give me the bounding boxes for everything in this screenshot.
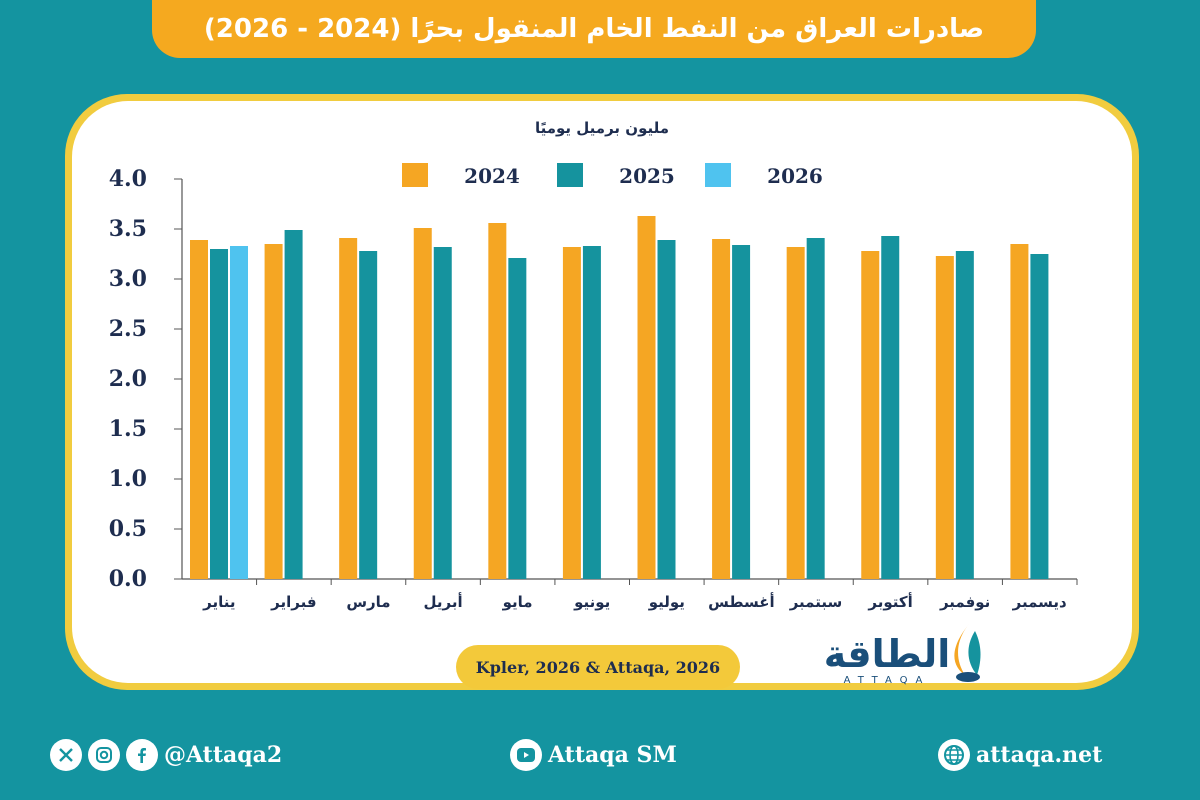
title-banner: صادرات العراق من النفط الخام المنقول بحر… bbox=[152, 0, 1036, 58]
bar-2024-11 bbox=[1010, 244, 1029, 579]
x-tick-label: سبتمبر bbox=[789, 593, 843, 611]
x-tick-label: أبريل bbox=[423, 592, 462, 611]
bar-2025-2 bbox=[359, 251, 378, 579]
website-label: attaqa.net bbox=[976, 742, 1103, 768]
y-tick-label: 0.0 bbox=[109, 566, 147, 592]
bar-2024-3 bbox=[413, 228, 432, 579]
y-tick-label: 1.5 bbox=[109, 416, 147, 442]
legend-swatch-2026 bbox=[705, 163, 731, 187]
bar-2024-9 bbox=[861, 251, 880, 579]
x-tick-label: مايو bbox=[502, 593, 533, 611]
bar-2024-7 bbox=[712, 239, 731, 579]
legend-label-2026: 2026 bbox=[767, 164, 823, 188]
x-tick-label: يوليو bbox=[648, 593, 685, 611]
x-tick-label: يناير bbox=[202, 593, 235, 611]
youtube-label: Attaqa SM bbox=[548, 742, 677, 768]
bar-2025-3 bbox=[433, 247, 452, 579]
website-link[interactable]: attaqa.net bbox=[938, 735, 1102, 775]
brand-arabic: الطاقة bbox=[824, 632, 951, 676]
chart-title: صادرات العراق من النفط الخام المنقول بحر… bbox=[203, 14, 985, 44]
chart-card: مليون برميل يوميًا 2024 2025 2026 0.0 0.5 1.0 1… bbox=[65, 94, 1139, 690]
bar-2025-11 bbox=[1030, 254, 1049, 579]
y-tick-label: 2.5 bbox=[109, 316, 147, 342]
bar-2024-0 bbox=[190, 240, 208, 579]
bar-2024-6 bbox=[637, 216, 656, 579]
globe-icon bbox=[938, 739, 970, 771]
bar-2025-4 bbox=[508, 258, 527, 579]
youtube-icon bbox=[510, 739, 542, 771]
legend-label-2025: 2025 bbox=[619, 164, 675, 188]
x-tick-label: مارس bbox=[346, 593, 390, 611]
x-tick-label: أكتوبر bbox=[867, 592, 912, 611]
social-links: @Attaqa2 bbox=[50, 735, 282, 775]
bar-2025-6 bbox=[657, 240, 676, 579]
bar-2024-5 bbox=[562, 247, 581, 579]
source-label: Kpler, 2026 & Attaqa, 2026 bbox=[456, 645, 740, 689]
x-icon[interactable] bbox=[50, 739, 82, 771]
bar-2025-8 bbox=[806, 238, 825, 579]
legend-swatch-2024 bbox=[402, 163, 428, 187]
bar-2025-1 bbox=[284, 230, 303, 579]
legend-swatch-2025 bbox=[557, 163, 583, 187]
x-tick-label: أغسطس bbox=[708, 592, 774, 611]
legend-label-2024: 2024 bbox=[464, 164, 520, 188]
youtube-link[interactable]: Attaqa SM bbox=[510, 735, 677, 775]
x-tick-label: يونيو bbox=[573, 593, 610, 611]
y-tick-label: 4.0 bbox=[109, 166, 147, 192]
facebook-icon[interactable] bbox=[126, 739, 158, 771]
bar-2025-5 bbox=[582, 246, 601, 579]
instagram-icon[interactable] bbox=[88, 739, 120, 771]
bar-2025-9 bbox=[881, 236, 900, 579]
y-tick-label: 3.0 bbox=[109, 266, 147, 292]
y-tick-label: 0.5 bbox=[109, 516, 147, 542]
bar-2024-1 bbox=[264, 244, 283, 579]
social-handle[interactable]: @Attaqa2 bbox=[164, 742, 283, 768]
attaqa-logo: الطاقة ATTAQA bbox=[824, 623, 981, 686]
bar-2025-10 bbox=[955, 251, 974, 579]
x-tick-label: ديسمبر bbox=[1012, 593, 1067, 611]
y-unit-label: مليون برميل يوميًا bbox=[535, 119, 669, 137]
bar-2026-0 bbox=[230, 246, 248, 579]
chart-card-inner: مليون برميل يوميًا 2024 2025 2026 0.0 0.5 1.0 1… bbox=[72, 101, 1132, 683]
bar-2024-10 bbox=[935, 256, 954, 579]
bar-2024-8 bbox=[786, 247, 805, 579]
y-tick-label: 1.0 bbox=[109, 466, 147, 492]
x-tick-label: فبراير bbox=[270, 593, 316, 611]
x-tick-label: نوفمبر bbox=[939, 593, 990, 611]
flame-icon bbox=[954, 623, 981, 682]
bar-2025-0 bbox=[210, 249, 228, 579]
y-tick-label: 3.5 bbox=[109, 216, 147, 242]
y-tick-label: 2.0 bbox=[109, 366, 147, 392]
bar-2024-2 bbox=[339, 238, 358, 579]
bar-2024-4 bbox=[488, 223, 507, 579]
bar-2025-7 bbox=[732, 245, 751, 579]
bar-chart: مليون برميل يوميًا 2024 2025 2026 0.0 0.5 1.0 1… bbox=[109, 119, 1078, 611]
brand-latin: ATTAQA bbox=[844, 675, 931, 686]
